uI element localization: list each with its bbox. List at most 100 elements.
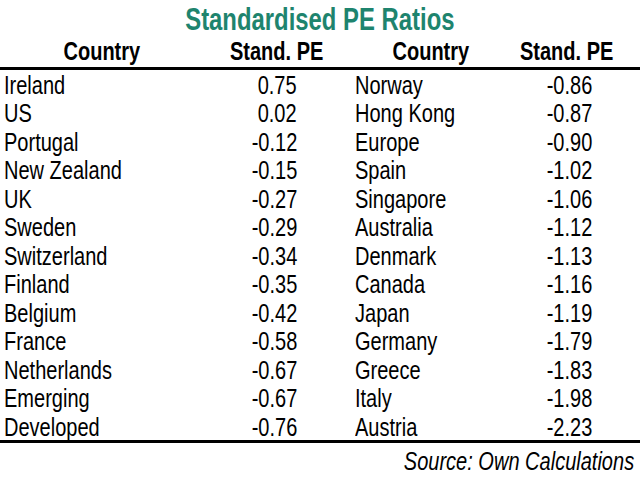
column-header-text: Country bbox=[64, 36, 141, 67]
table-row: France -0.58 Germany -1.79 bbox=[0, 326, 640, 355]
country-cell-right: Europe bbox=[350, 127, 512, 158]
country-cell-right: Japan bbox=[350, 298, 512, 329]
country-cell-right: Norway bbox=[350, 70, 512, 101]
country-text: Developed bbox=[4, 412, 100, 443]
country-text: US bbox=[4, 98, 32, 129]
country-cell-left: Portugal bbox=[0, 127, 204, 158]
country-text: Canada bbox=[355, 269, 425, 300]
column-header-text: Country bbox=[393, 36, 470, 67]
country-text: Australia bbox=[355, 212, 433, 243]
country-text: Germany bbox=[355, 326, 437, 357]
pe-value-cell-left: 0.75 bbox=[204, 70, 350, 101]
pe-value-cell-left: -0.67 bbox=[204, 383, 350, 414]
country-cell-right: Germany bbox=[350, 326, 512, 357]
country-cell-right: Denmark bbox=[350, 241, 512, 272]
pe-value-cell-right: -1.98 bbox=[512, 383, 640, 414]
pe-value-text: -0.29 bbox=[251, 212, 297, 243]
pe-value-cell-right: -1.12 bbox=[512, 212, 640, 243]
country-text: Emerging bbox=[4, 383, 90, 414]
country-text: Norway bbox=[355, 70, 423, 101]
pe-value-text: -1.13 bbox=[546, 241, 592, 272]
pe-value-text: -0.67 bbox=[251, 383, 297, 414]
table-header-row: Country Stand. PE Country Stand. PE bbox=[0, 36, 640, 67]
table-row: Netherlands -0.67 Greece -1.83 bbox=[0, 355, 640, 384]
pe-value-text: -0.35 bbox=[251, 269, 297, 300]
pe-value-cell-left: -0.12 bbox=[204, 127, 350, 158]
table-body: Ireland 0.75 Norway -0.86 US 0.02 Hong K… bbox=[0, 70, 640, 441]
pe-value-cell-right: -1.02 bbox=[512, 155, 640, 186]
pe-value-text: -0.58 bbox=[251, 326, 297, 357]
pe-value-cell-right: -1.79 bbox=[512, 326, 640, 357]
pe-ratios-table-panel: Standardised PE Ratios Country Stand. PE… bbox=[0, 0, 640, 491]
pe-value-text: -1.19 bbox=[546, 298, 592, 329]
source-note: Source: Own Calculations bbox=[0, 443, 640, 481]
pe-value-cell-left: -0.76 bbox=[204, 412, 350, 443]
country-text: Switzerland bbox=[4, 241, 107, 272]
table-row: US 0.02 Hong Kong -0.87 bbox=[0, 98, 640, 127]
country-text: Ireland bbox=[4, 70, 65, 101]
table-row: Emerging -0.67 Italy -1.98 bbox=[0, 383, 640, 412]
pe-value-text: -0.67 bbox=[251, 355, 297, 386]
column-header-pe-right: Stand. PE bbox=[512, 36, 640, 67]
pe-value-cell-left: 0.02 bbox=[204, 98, 350, 129]
country-cell-right: Hong Kong bbox=[350, 98, 512, 129]
pe-value-cell-left: -0.58 bbox=[204, 326, 350, 357]
pe-value-text: -0.42 bbox=[251, 298, 297, 329]
pe-value-text: -0.15 bbox=[251, 155, 297, 186]
country-cell-left: Switzerland bbox=[0, 241, 204, 272]
country-text: Spain bbox=[355, 155, 406, 186]
country-cell-left: France bbox=[0, 326, 204, 357]
table-row: Ireland 0.75 Norway -0.86 bbox=[0, 70, 640, 99]
table-row: UK -0.27 Singapore -1.06 bbox=[0, 184, 640, 213]
pe-value-cell-left: -0.42 bbox=[204, 298, 350, 329]
country-text: France bbox=[4, 326, 66, 357]
pe-value-cell-left: -0.67 bbox=[204, 355, 350, 386]
pe-value-cell-left: -0.15 bbox=[204, 155, 350, 186]
country-cell-left: Developed bbox=[0, 412, 204, 443]
country-cell-right: Austria bbox=[350, 412, 512, 443]
column-header-text: Stand. PE bbox=[230, 36, 323, 67]
pe-value-text: -1.06 bbox=[546, 184, 592, 215]
pe-value-text: 0.02 bbox=[258, 98, 297, 129]
country-cell-left: Emerging bbox=[0, 383, 204, 414]
country-cell-right: Singapore bbox=[350, 184, 512, 215]
pe-value-text: -0.76 bbox=[251, 412, 297, 443]
pe-value-cell-right: -2.23 bbox=[512, 412, 640, 443]
pe-value-cell-left: -0.29 bbox=[204, 212, 350, 243]
country-cell-right: Greece bbox=[350, 355, 512, 386]
table-row: Finland -0.35 Canada -1.16 bbox=[0, 269, 640, 298]
country-text: Japan bbox=[355, 298, 410, 329]
country-text: Greece bbox=[355, 355, 421, 386]
column-header-pe-left: Stand. PE bbox=[204, 36, 350, 67]
pe-value-cell-left: -0.34 bbox=[204, 241, 350, 272]
table-row: Switzerland -0.34 Denmark -1.13 bbox=[0, 241, 640, 270]
pe-value-text: -1.02 bbox=[546, 155, 592, 186]
pe-value-text: -0.27 bbox=[251, 184, 297, 215]
pe-value-text: -1.83 bbox=[546, 355, 592, 386]
pe-value-cell-left: -0.27 bbox=[204, 184, 350, 215]
pe-value-cell-right: -1.06 bbox=[512, 184, 640, 215]
pe-value-cell-right: -0.86 bbox=[512, 70, 640, 101]
pe-value-text: 0.75 bbox=[258, 70, 297, 101]
country-text: Europe bbox=[355, 127, 420, 158]
pe-value-text: -1.12 bbox=[546, 212, 592, 243]
country-text: Italy bbox=[355, 383, 392, 414]
country-cell-left: New Zealand bbox=[0, 155, 204, 186]
pe-value-text: -2.23 bbox=[546, 412, 592, 443]
column-header-country-left: Country bbox=[0, 36, 204, 67]
table-row: Belgium -0.42 Japan -1.19 bbox=[0, 298, 640, 327]
source-note-text: Source: Own Calculations bbox=[404, 446, 634, 477]
pe-value-text: -0.87 bbox=[546, 98, 592, 129]
pe-value-text: -1.98 bbox=[546, 383, 592, 414]
country-cell-right: Canada bbox=[350, 269, 512, 300]
country-text: Finland bbox=[4, 269, 70, 300]
country-cell-left: Netherlands bbox=[0, 355, 204, 386]
pe-value-cell-right: -1.13 bbox=[512, 241, 640, 272]
country-cell-right: Spain bbox=[350, 155, 512, 186]
pe-value-text: -1.16 bbox=[546, 269, 592, 300]
country-text: New Zealand bbox=[4, 155, 122, 186]
country-cell-left: Sweden bbox=[0, 212, 204, 243]
pe-value-text: -0.90 bbox=[546, 127, 592, 158]
country-text: Hong Kong bbox=[355, 98, 455, 129]
country-text: Portugal bbox=[4, 127, 79, 158]
